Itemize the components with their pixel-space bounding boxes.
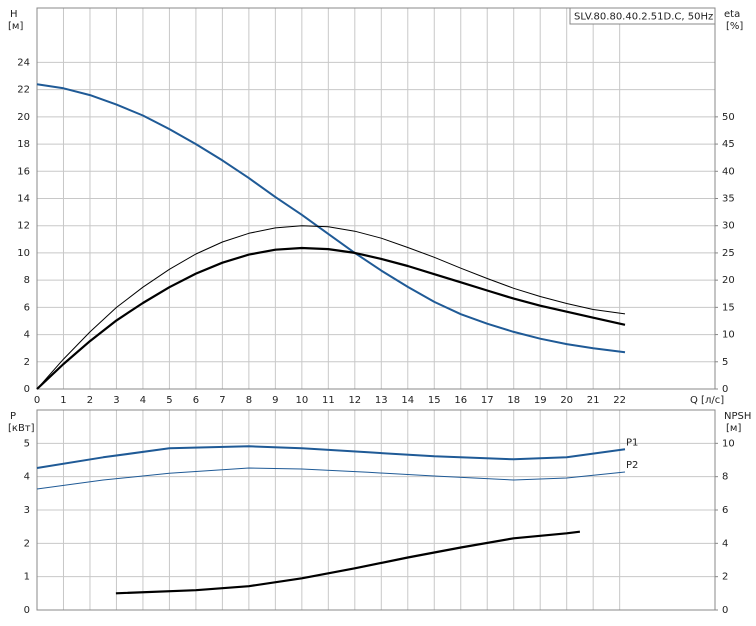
y2-tick-label: 10 (722, 438, 735, 449)
y-tick-label: 4 (24, 330, 30, 341)
x-tick-label: 10 (295, 395, 308, 406)
x-tick-label: 2 (87, 395, 93, 406)
y-tick-label: 12 (17, 221, 30, 232)
y2-tick-label: 4 (722, 538, 728, 549)
y-tick-label: 3 (24, 505, 30, 516)
y2-axis-unit: [м] (726, 423, 741, 434)
y-tick-label: 14 (17, 194, 30, 205)
y2-tick-label: 20 (722, 275, 735, 286)
y2-axis-label: eta (724, 9, 740, 20)
x-tick-label: 15 (428, 395, 441, 406)
curve (115, 530, 581, 595)
curve (36, 83, 626, 354)
y-tick-label: 6 (24, 302, 30, 313)
y-tick-label: 0 (24, 384, 30, 395)
y2-tick-label: 5 (722, 357, 728, 368)
y-axis-unit: [кВт] (8, 423, 35, 434)
x-tick-label: 7 (219, 395, 225, 406)
x-tick-label: 21 (587, 395, 600, 406)
x-tick-label: 13 (375, 395, 388, 406)
y2-tick-label: 6 (722, 505, 728, 516)
y-tick-label: 0 (24, 605, 30, 616)
y2-tick-label: 25 (722, 248, 735, 259)
x-tick-label: 8 (246, 395, 252, 406)
title-box (569, 7, 716, 25)
x-tick-label: 5 (166, 395, 172, 406)
x-tick-label: 11 (322, 395, 335, 406)
y-tick-label: 2 (24, 538, 30, 549)
y2-tick-label: 45 (722, 139, 735, 150)
x-tick-label: 9 (272, 395, 278, 406)
y2-axis-unit: [%] (726, 21, 743, 32)
y2-axis-label: NPSH (724, 411, 751, 422)
plot-frame (36, 409, 716, 611)
y-tick-label: 16 (17, 166, 30, 177)
x-tick-label: 6 (193, 395, 199, 406)
x-tick-label: 3 (113, 395, 119, 406)
x-tick-label: 17 (481, 395, 494, 406)
y-tick-label: 18 (17, 139, 30, 150)
x-tick-label: 1 (60, 395, 66, 406)
curve (36, 225, 626, 390)
y-tick-label: 10 (17, 248, 30, 259)
y-axis-unit: [м] (8, 21, 23, 32)
y-axis-label: P (10, 411, 16, 422)
x-tick-label: 18 (507, 395, 520, 406)
y2-tick-label: 50 (722, 112, 735, 123)
y2-tick-label: 0 (722, 384, 728, 395)
x-tick-label: 0 (34, 395, 40, 406)
x-tick-label: 14 (401, 395, 414, 406)
y2-tick-label: 15 (722, 302, 735, 313)
x-tick-label: 4 (140, 395, 146, 406)
curve (36, 246, 626, 390)
y-axis-label: H (10, 9, 18, 20)
y-tick-label: 8 (24, 275, 30, 286)
y2-tick-label: 0 (722, 605, 728, 616)
y-tick-label: 24 (17, 57, 30, 68)
x-axis-label: Q [л/с] (690, 395, 724, 406)
series-label: P1 (626, 437, 638, 448)
x-tick-label: 12 (348, 395, 361, 406)
y2-tick-label: 2 (722, 572, 728, 583)
y-tick-label: 2 (24, 357, 30, 368)
x-tick-label: 22 (613, 395, 626, 406)
chart-title: SLV.80.80.40.2.51D.C, 50Hz (574, 12, 713, 23)
x-tick-label: 20 (560, 395, 573, 406)
plot-frame (36, 7, 716, 390)
y-tick-label: 4 (24, 472, 30, 483)
series-label: P2 (626, 460, 638, 471)
y-tick-label: 1 (24, 572, 30, 583)
y2-tick-label: 10 (722, 330, 735, 341)
y-tick-label: 22 (17, 85, 30, 96)
curve (36, 445, 626, 469)
curve (36, 467, 626, 490)
y-tick-label: 5 (24, 438, 30, 449)
x-tick-label: 16 (454, 395, 467, 406)
y2-tick-label: 35 (722, 194, 735, 205)
y2-tick-label: 40 (722, 166, 735, 177)
y2-tick-label: 8 (722, 472, 728, 483)
y2-tick-label: 30 (722, 221, 735, 232)
x-tick-label: 19 (534, 395, 547, 406)
y-tick-label: 20 (17, 112, 30, 123)
